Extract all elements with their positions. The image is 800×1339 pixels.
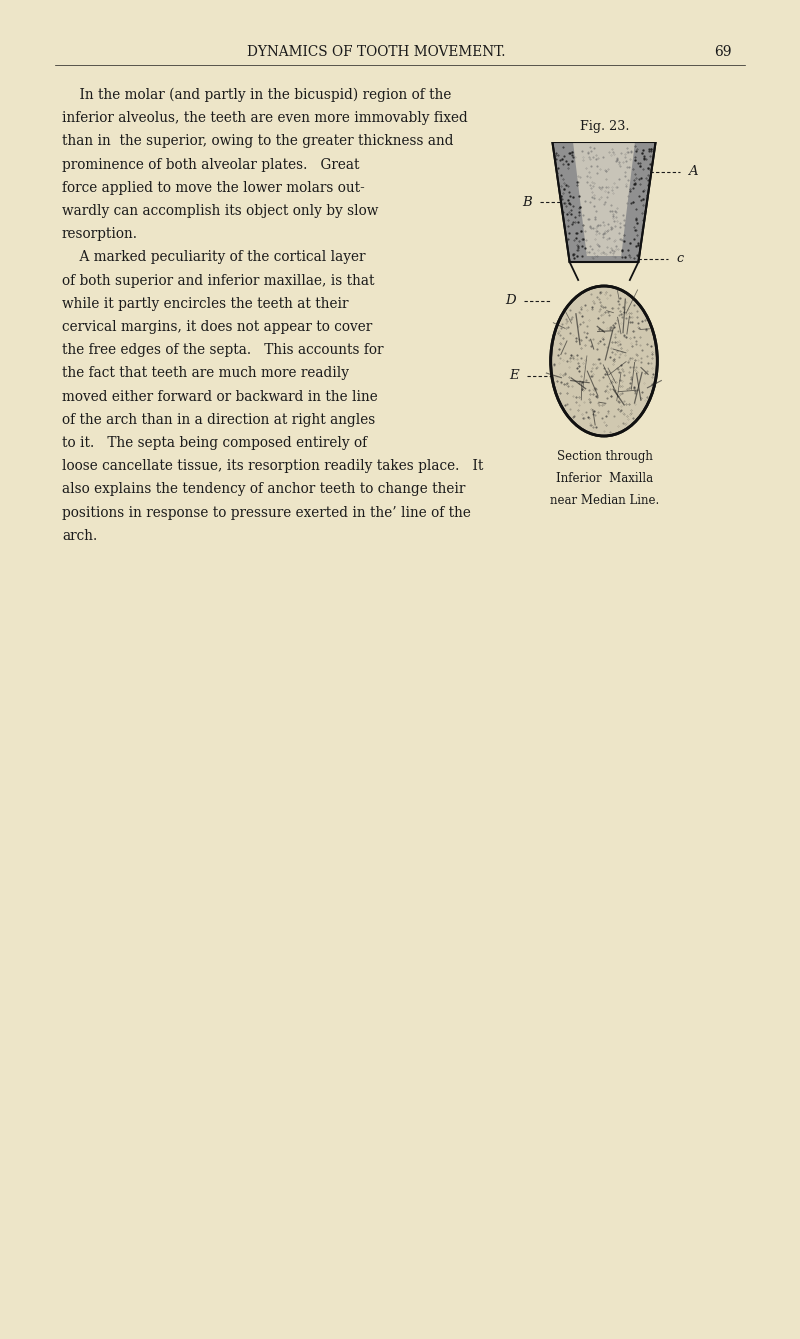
Text: E: E [510,370,519,383]
Text: D: D [505,295,516,308]
Text: the fact that teeth are much more readily: the fact that teeth are much more readil… [62,367,349,380]
Text: loose cancellate tissue, its resorption readily takes place.   It: loose cancellate tissue, its resorption … [62,459,483,473]
Polygon shape [573,142,635,256]
Text: moved either forward or backward in the line: moved either forward or backward in the … [62,390,378,403]
Ellipse shape [550,287,658,437]
Text: of the arch than in a direction at right angles: of the arch than in a direction at right… [62,412,375,427]
Text: Fig. 23.: Fig. 23. [580,121,630,133]
Text: also explains the tendency of anchor teeth to change their: also explains the tendency of anchor tee… [62,482,466,497]
Text: 69: 69 [714,46,732,59]
Text: resorption.: resorption. [62,228,138,241]
Text: force applied to move the lower molars out-: force applied to move the lower molars o… [62,181,365,194]
Text: wardly can accomplish its object only by slow: wardly can accomplish its object only by… [62,204,378,218]
Text: while it partly encircles the teeth at their: while it partly encircles the teeth at t… [62,297,349,311]
Text: the free edges of the septa.   This accounts for: the free edges of the septa. This accoun… [62,343,383,358]
Text: positions in response to pressure exerted in the’ line of the: positions in response to pressure exerte… [62,506,471,520]
Text: c: c [677,253,683,265]
Text: near Median Line.: near Median Line. [550,494,660,507]
Text: of both superior and inferior maxillae, is that: of both superior and inferior maxillae, … [62,273,374,288]
Polygon shape [552,142,656,262]
Text: Inferior  Maxilla: Inferior Maxilla [557,473,654,485]
Text: A marked peculiarity of the cortical layer: A marked peculiarity of the cortical lay… [62,250,366,264]
Text: Section through: Section through [557,450,653,463]
Text: inferior alveolus, the teeth are even more immovably fixed: inferior alveolus, the teeth are even mo… [62,111,468,126]
Text: A: A [689,166,698,178]
Text: B: B [522,195,532,209]
Text: In the molar (and partly in the bicuspid) region of the: In the molar (and partly in the bicuspid… [62,88,451,102]
Text: to it.   The septa being composed entirely of: to it. The septa being composed entirely… [62,437,367,450]
Text: arch.: arch. [62,529,98,542]
Text: DYNAMICS OF TOOTH MOVEMENT.: DYNAMICS OF TOOTH MOVEMENT. [246,46,506,59]
Text: than in  the superior, owing to the greater thickness and: than in the superior, owing to the great… [62,134,454,149]
Text: prominence of both alveolar plates.   Great: prominence of both alveolar plates. Grea… [62,158,359,171]
Text: cervical margins, it does not appear to cover: cervical margins, it does not appear to … [62,320,372,333]
